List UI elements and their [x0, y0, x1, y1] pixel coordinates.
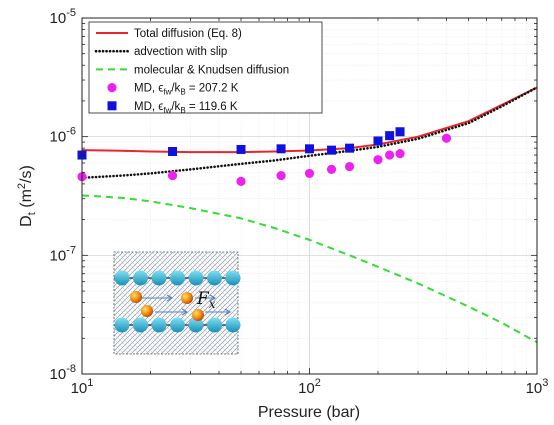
- data-point-circle: [385, 150, 395, 160]
- inset-force-label: Fx: [196, 289, 216, 311]
- legend-swatch: [107, 83, 117, 93]
- inset-flow-arrows: [140, 294, 232, 316]
- data-point-square: [373, 136, 383, 146]
- data-point-circle: [167, 170, 178, 181]
- inset-wall-atom: [133, 317, 148, 333]
- legend-swatch: [107, 101, 117, 111]
- inset-wall-atom: [151, 317, 167, 333]
- data-point-circle: [276, 170, 286, 181]
- legend: Total diffusion (Eq. 8) advection with sl…: [88, 21, 323, 115]
- data-point-circle: [344, 161, 355, 172]
- x-tick-label: 101: [71, 377, 94, 397]
- inset-fluid-particle: [130, 291, 142, 303]
- legend-box: [88, 21, 323, 114]
- x-tick-label: 103: [526, 377, 549, 397]
- data-point-square: [327, 145, 337, 155]
- legend-label: MD, ϵfw/kB = 119.6 K: [134, 101, 238, 115]
- data-point-circle: [326, 164, 337, 174]
- inset-wall-atom: [225, 270, 241, 286]
- data-point-square: [236, 144, 246, 154]
- data-point-square: [168, 146, 178, 156]
- legend-label: MD, ϵfw/kB = 207.2 K: [134, 83, 239, 97]
- data-point-square: [276, 144, 286, 154]
- inset-wall-atom: [188, 270, 204, 286]
- x-tick-label: 102: [298, 377, 321, 397]
- series-line-advection-with-slip: [80, 86, 539, 180]
- data-point-square: [385, 131, 395, 141]
- inset-schematic: Fx: [113, 251, 241, 355]
- legend-label: molecular & Knudsen diffusion: [134, 64, 289, 76]
- inset-wall-atom: [170, 270, 185, 286]
- inset-wall-atom: [207, 270, 222, 286]
- tick-labels: 101 102 103 10-8 10-7 10-6 10-5: [50, 7, 549, 397]
- legend-label: advection with slip: [134, 46, 227, 58]
- x-axis-label: Pressure (bar): [258, 404, 360, 421]
- inset-wall-atom: [151, 270, 167, 286]
- data-point-circle: [395, 148, 405, 159]
- y-tick-label: 10-8: [50, 363, 76, 383]
- data-point-circle: [304, 168, 315, 179]
- inset-fluid-particle: [192, 309, 204, 321]
- inset-fluid-particle: [141, 305, 153, 317]
- inset-wall-atom: [133, 270, 148, 286]
- series-layer: [77, 86, 539, 344]
- inset-wall-atom: [170, 317, 185, 333]
- inset-fluid-particle: [181, 292, 193, 304]
- inset-wall-atom: [114, 270, 130, 286]
- y-tick-label: 10-5: [50, 7, 76, 27]
- series-line-molecular-knudsen-diffusion: [81, 194, 538, 344]
- data-point-circle: [236, 176, 246, 186]
- inset-frame: [113, 251, 239, 355]
- inset-wall-atom: [207, 317, 222, 333]
- inset-bottom-wall-atoms: [114, 317, 241, 333]
- y-tick-label: 10-7: [50, 244, 76, 264]
- y-tick-label: 10-6: [50, 126, 76, 146]
- data-point-square: [305, 144, 314, 154]
- legend-label: Total diffusion (Eq. 8): [134, 28, 242, 40]
- tick-marks: [81, 17, 538, 375]
- inset-wall-atom: [114, 317, 130, 333]
- data-point-circle: [441, 133, 452, 143]
- inset-top-wall-atoms: [114, 270, 241, 286]
- inset-wall-atom: [188, 317, 204, 333]
- data-point-circle: [373, 155, 383, 165]
- y-axis-label: Dt (m2/s): [16, 165, 38, 227]
- data-point-square: [395, 127, 405, 137]
- data-point-square: [345, 143, 355, 153]
- inset-wall-atom: [225, 317, 241, 333]
